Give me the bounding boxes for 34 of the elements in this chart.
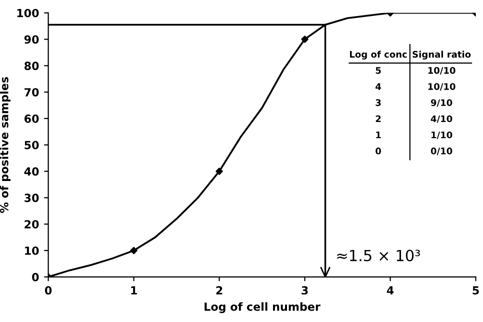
y-tick-label: 100 (17, 8, 39, 18)
y-tick-label: 0 (32, 272, 39, 282)
x-tick-label: 0 (44, 286, 52, 295)
y-tick-label: 80 (24, 62, 39, 70)
y-tick-label: 60 (24, 114, 39, 123)
annotation: 3 (376, 99, 381, 106)
x-tick-label: 5 (472, 286, 479, 295)
y-tick-label: 70 (24, 88, 39, 96)
annotation: 0/10 (430, 148, 452, 156)
y-tick-label: 10 (25, 246, 39, 255)
x-tick-label: 2 (216, 286, 222, 294)
y-axis-title: % of positive samples (0, 77, 11, 213)
annotation: 2 (376, 115, 381, 122)
y-tick-label: 30 (24, 194, 39, 202)
y-tick-label: 20 (24, 220, 39, 228)
y-tick-label: 50 (24, 140, 39, 150)
annotation: 4 (376, 83, 382, 90)
annotation: 0 (376, 148, 382, 154)
annotation: Log of conc (350, 50, 407, 60)
y-tick-label: 90 (24, 35, 39, 44)
annotation: 10/10 (428, 67, 456, 75)
annotation: 1/10 (432, 131, 452, 139)
annotation: 10/10 (428, 83, 456, 91)
x-tick-label: 4 (386, 286, 394, 294)
annotation: 9/10 (430, 99, 452, 107)
x-axis-title: Log of cell number (204, 302, 320, 314)
annotation: Signal ratio (412, 50, 471, 60)
annotation: 1 (376, 132, 381, 138)
annotation: 5 (376, 67, 381, 74)
annotation: 4/10 (430, 115, 452, 123)
x-tick-label: 1 (131, 286, 137, 294)
x-tick-label: 3 (302, 286, 308, 295)
y-tick-label: 40 (24, 167, 39, 176)
ref-line-label: ≈1.5 × 10³ (337, 250, 420, 262)
